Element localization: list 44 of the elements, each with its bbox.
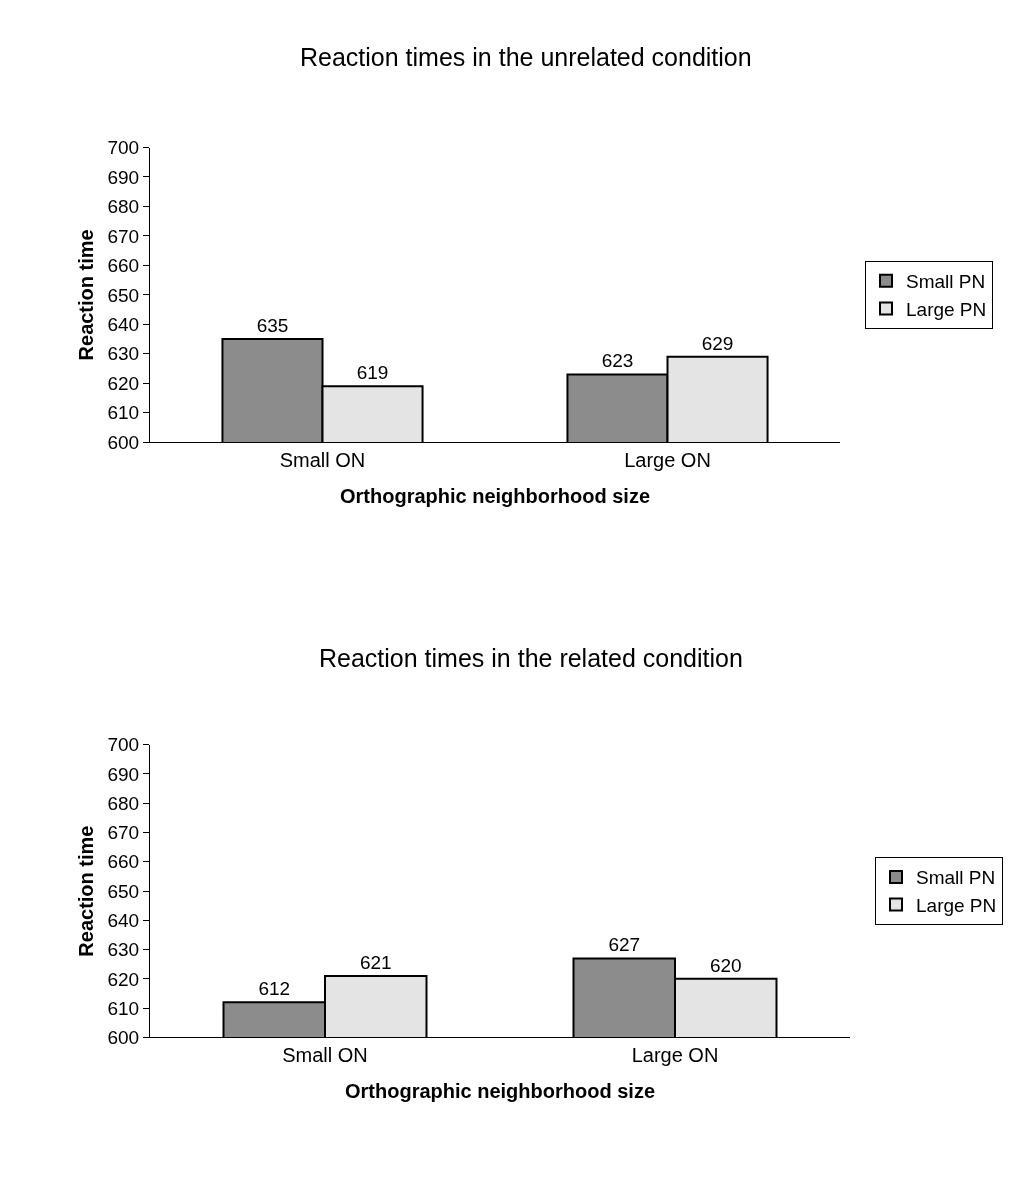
y-tick-label: 620 [107,372,140,394]
x-tick-label: Small ON [282,1044,368,1067]
y-axis-title: Reaction time [75,825,97,957]
data-label: 635 [256,315,289,337]
y-tick-label: 700 [107,734,140,756]
y-tick-label: 650 [107,880,140,902]
legend-label: Small PN [906,271,986,293]
data-label: 619 [356,362,389,384]
y-tick-label: 630 [107,939,140,961]
chart-title: Reaction times in the unrelated condition [300,43,752,71]
y-tick-label: 680 [107,792,140,814]
x-tick-label: Large ON [631,1044,719,1067]
legend-label: Large PN [916,895,997,917]
legend-label: Small PN [916,867,996,889]
chart-title: Reaction times in the related condition [319,644,743,672]
y-axis-title: Reaction time [75,229,97,361]
y-tick-label: 690 [107,166,140,188]
legend-label: Large PN [906,298,987,320]
y-tick-label: 680 [107,196,140,218]
y-tick-label: 650 [107,284,140,306]
y-tick-label: 600 [107,431,140,453]
data-label: 623 [601,350,634,372]
y-tick-label: 700 [107,137,140,159]
y-tick-label: 660 [107,255,140,277]
data-label: 612 [258,978,291,1000]
y-tick-label: 690 [107,763,140,785]
y-tick-label: 670 [107,822,140,844]
data-label: 629 [701,332,734,354]
y-tick-label: 600 [107,1027,140,1049]
data-label: 621 [359,951,392,973]
y-tick-label: 670 [107,225,140,247]
y-tick-label: 620 [107,968,140,990]
data-label: 627 [608,934,641,956]
y-tick-label: 640 [107,909,140,931]
x-tick-label: Large ON [624,449,711,472]
y-tick-label: 630 [107,343,140,365]
data-label: 620 [709,954,742,976]
y-tick-label: 640 [107,313,140,335]
y-tick-label: 610 [107,402,140,424]
x-axis-title: Orthographic neighborhood size [340,484,650,507]
x-tick-label: Small ON [279,449,366,472]
y-tick-label: 610 [107,997,140,1019]
x-axis-title: Orthographic neighborhood size [345,1079,655,1102]
y-tick-label: 660 [107,851,140,873]
